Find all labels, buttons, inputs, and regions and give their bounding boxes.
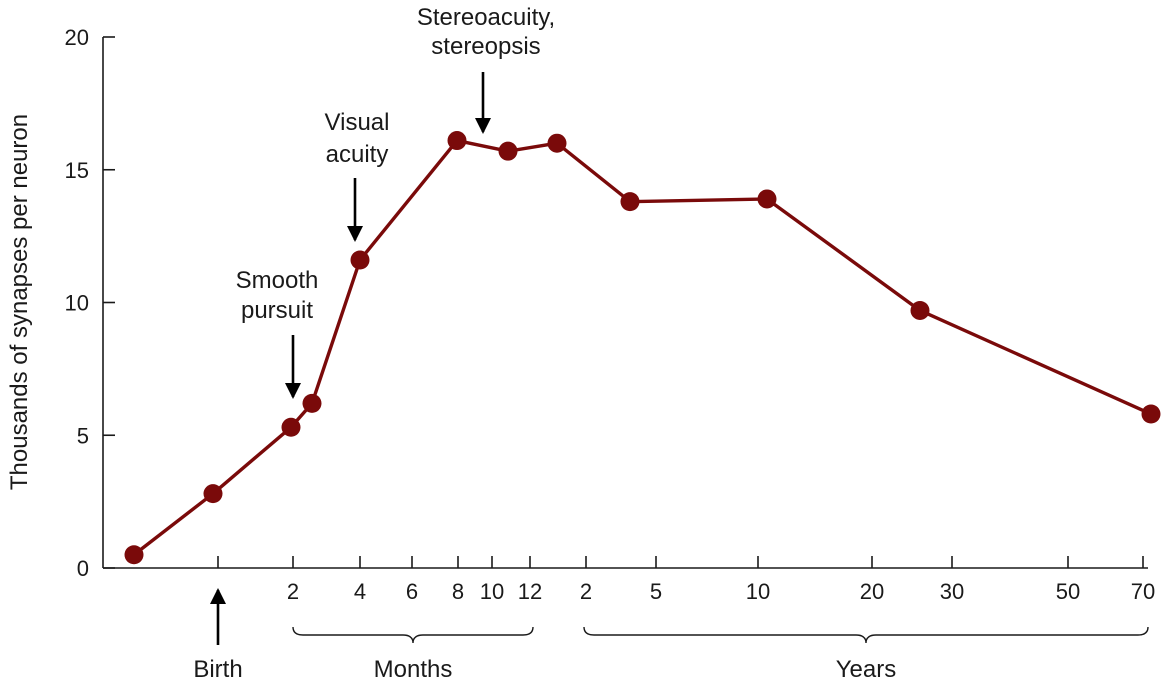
annotation-label-visual: acuity [326,141,389,168]
x-tick-label: 12 [518,579,542,604]
x-tick-label: 2 [580,579,592,604]
data-point [620,192,640,212]
x-tick-label: 70 [1131,579,1155,604]
data-point [547,133,567,153]
annotation-label-smooth: pursuit [241,297,313,324]
data-point [203,484,223,504]
annotations: Birth Smooth pursuit Visual acuity Stereoacui… [193,4,555,683]
series-line [132,138,1152,557]
group-brace [583,626,1149,644]
x-tick-label: 2 [287,579,299,604]
data-point [281,417,301,437]
annotation-label-stereo: Stereoacuity, [417,4,555,31]
data-point [124,545,144,565]
annotation-label-smooth: Smooth [236,267,319,294]
data-point [498,141,518,161]
y-tick-label: 5 [77,423,89,448]
x-tick-label: 30 [940,579,964,604]
x-ticks: 2 4 6 8 10 12 2 5 10 20 30 50 70 [217,556,1155,604]
x-tick-label: 10 [746,579,770,604]
data-point [302,393,322,413]
x-tick-label: 10 [480,579,504,604]
annotation-label-visual: Visual [325,109,390,136]
group-brace [292,626,534,644]
x-tick-label: 50 [1056,579,1080,604]
x-tick-label: 20 [860,579,884,604]
group-label-months: Months [374,656,453,683]
braces: Months Years [292,626,1149,683]
data-point [350,250,370,270]
x-tick-label: 8 [452,579,464,604]
y-tick-label: 0 [77,556,89,581]
data-point [910,300,930,320]
annotation-label-stereo: stereopsis [431,33,540,60]
y-tick-label: 10 [65,291,89,316]
x-tick-label: 5 [650,579,662,604]
x-tick-label: 4 [354,579,366,604]
y-tick-label: 15 [65,158,89,183]
y-ticks: 0 5 10 15 20 [65,25,115,581]
y-axis-label: Thousands of synapses per neuron [6,114,33,490]
group-label-years: Years [836,656,897,683]
x-tick-label: 6 [406,579,418,604]
annotation-label-birth: Birth [193,656,242,683]
data-point [1141,404,1161,424]
data-point [757,189,777,209]
series [124,131,1161,565]
y-tick-label: 20 [65,25,89,50]
data-point [447,131,467,151]
